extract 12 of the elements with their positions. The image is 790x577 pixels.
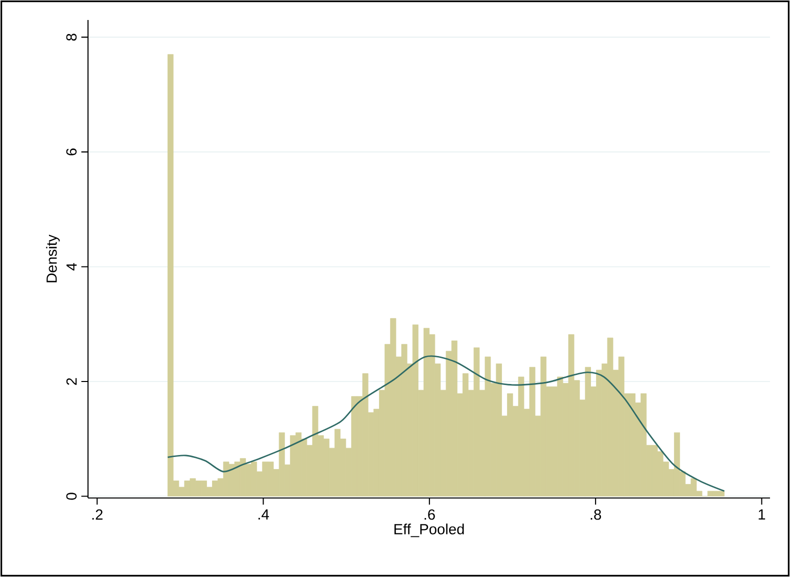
y-tick-label: 8 (66, 34, 77, 41)
x-tick-label: .6 (424, 509, 435, 520)
y-tick-label: 2 (66, 378, 77, 385)
x-tick-label: .8 (590, 509, 602, 520)
x-tick-label: 1 (758, 509, 766, 520)
y-tick-label: 6 (66, 148, 77, 156)
x-tick-label: .4 (258, 509, 269, 520)
y-tick-label: 0 (66, 492, 77, 500)
x-axis-title: Eff_Pooled (394, 524, 464, 538)
y-axis-title: Density (46, 234, 60, 282)
x-tick-label: .2 (92, 509, 103, 520)
y-tick-label: 4 (66, 263, 77, 270)
